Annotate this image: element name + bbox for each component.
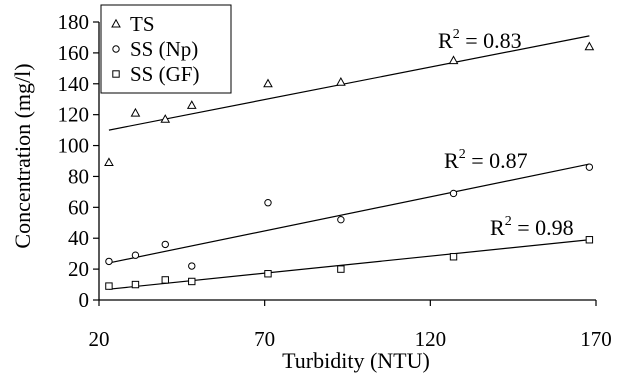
data-point-ss-gf <box>264 270 272 278</box>
r-squared-label-ss-np: R2 = 0.87 <box>444 147 528 173</box>
data-point-ss-np <box>105 257 113 266</box>
data-markers <box>104 41 595 290</box>
y-tick-label: 80 <box>68 164 89 188</box>
data-point-ss-gf <box>105 282 113 290</box>
y-tick-label: 20 <box>68 257 89 281</box>
r-squared-label-ss-gf: R2 = 0.98 <box>490 214 574 240</box>
data-point-ss-gf <box>585 236 594 244</box>
legend-marker-ss-np <box>112 45 120 53</box>
data-point-ss-np <box>161 240 169 249</box>
data-point-ss-gf <box>188 277 196 286</box>
legend-marker-ts <box>111 18 121 28</box>
y-tick-label: 60 <box>68 195 89 219</box>
data-point-ts <box>130 107 141 117</box>
data-point-ts <box>584 41 595 51</box>
y-tick-label: 180 <box>58 10 90 34</box>
data-point-ss-np <box>188 262 196 270</box>
trendline-ss-np <box>108 163 590 264</box>
data-point-ss-gf <box>161 276 169 284</box>
data-point-ss-gf <box>337 265 345 273</box>
data-point-ss-np <box>264 199 272 207</box>
y-axis-title: Concentration (mg/l) <box>10 63 35 248</box>
y-tick-label: 160 <box>58 41 90 65</box>
x-tick-label: 70 <box>254 327 275 351</box>
data-point-ts <box>186 100 197 109</box>
x-tick-label: 120 <box>415 327 447 351</box>
axes: 0 20 40 60 80 100 120 140 160 180 20 70 120 170 <box>58 10 612 351</box>
data-point-ss-np <box>449 189 458 198</box>
r-squared-label-ts: R2 = 0.83 <box>438 27 522 53</box>
data-point-ts <box>448 55 459 65</box>
x-axis-title: Turbidity (NTU) <box>282 348 430 373</box>
trendline-ss-gf <box>108 239 590 290</box>
data-point-ss-gf <box>131 280 140 289</box>
r-squared-annotations: R2 = 0.83 R2 = 0.87 R2 = 0.98 <box>438 27 574 240</box>
data-point-ts <box>104 157 114 167</box>
y-tick-label: 120 <box>58 103 90 127</box>
y-tick-label: 0 <box>79 288 90 312</box>
legend-box <box>100 4 232 94</box>
legend-label-ts: TS <box>130 12 155 36</box>
data-point-ss-np <box>337 215 345 224</box>
y-tick-label: 40 <box>68 226 89 250</box>
data-point-ss-gf <box>449 253 458 261</box>
data-point-ts <box>160 114 171 123</box>
legend-label-ss-np: SS (Np) <box>130 37 198 61</box>
legend-label-ss-gf: SS (GF) <box>130 62 199 86</box>
trendline-ts <box>108 35 590 131</box>
data-point-ts <box>336 77 346 86</box>
data-point-ss-np <box>585 163 594 171</box>
y-tick-label: 100 <box>58 134 90 158</box>
data-point-ts <box>263 78 273 88</box>
x-tick-label: 20 <box>89 327 110 351</box>
x-tick-label: 170 <box>580 327 612 351</box>
legend-marker-ss-gf <box>112 70 120 78</box>
data-point-ss-np <box>131 251 140 259</box>
y-tick-label: 140 <box>58 72 90 96</box>
